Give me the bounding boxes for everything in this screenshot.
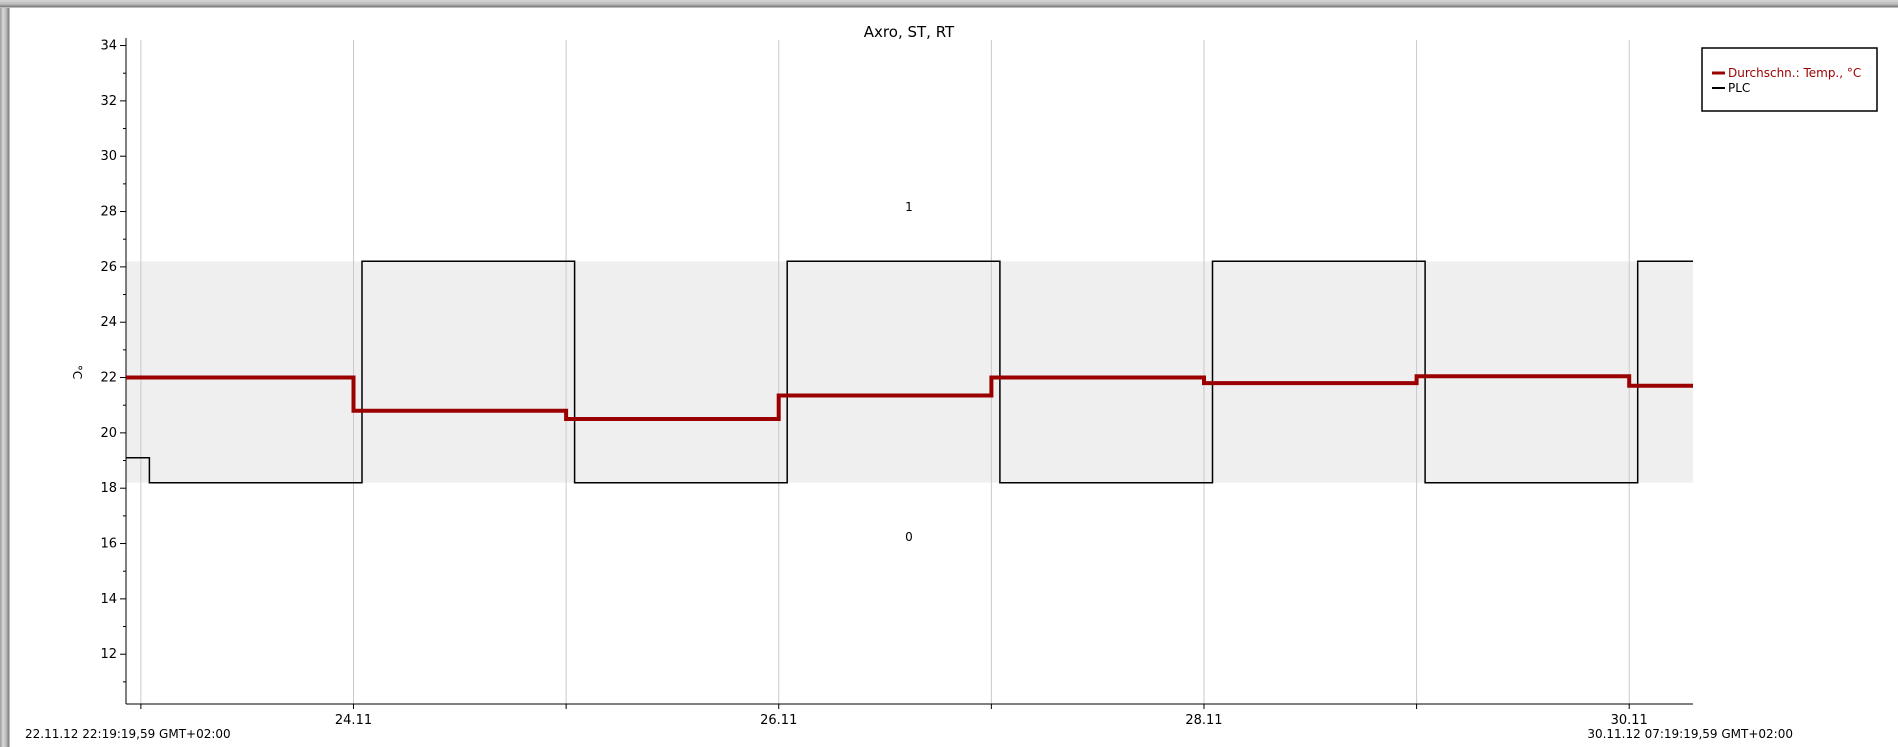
window-top-border (0, 0, 1898, 8)
x-tick-label: 26.11 (760, 713, 797, 728)
y-tick-label: 16 (100, 537, 117, 552)
legend-label-plc: PLC (1728, 81, 1750, 95)
y-tick-label: 18 (100, 481, 117, 496)
y-tick-label: 34 (100, 39, 117, 54)
x-start-timestamp: 22.11.12 22:19:19,59 GMT+02:00 (25, 727, 231, 741)
state-high-label: 1 (905, 200, 913, 214)
y-tick-label: 24 (100, 315, 117, 330)
x-tick-label: 30.11 (1611, 713, 1648, 728)
y-tick-label: 12 (100, 647, 117, 662)
series-line-plc (126, 260, 1693, 484)
y-tick-label: 32 (100, 94, 117, 109)
y-tick-label: 30 (100, 149, 117, 164)
legend: Durchschn.: Temp., °C PLC (1701, 47, 1878, 112)
x-tick-label: 28.11 (1185, 713, 1222, 728)
series-line-temperature (126, 374, 1693, 421)
legend-box (1701, 47, 1878, 112)
y-tick-label: 14 (100, 592, 117, 607)
x-end-timestamp: 30.11.12 07:19:19,59 GMT+02:00 (1587, 727, 1793, 741)
y-axis-label: °C (70, 365, 84, 379)
state-low-label: 0 (905, 530, 913, 544)
legend-label-temp: Durchschn.: Temp., °C (1728, 66, 1861, 80)
chart-title: Axro, ST, RT (864, 23, 955, 41)
y-tick-label: 22 (100, 371, 117, 386)
y-tick-label: 26 (100, 260, 117, 275)
window-left-border (0, 0, 10, 747)
state-band (126, 261, 1693, 483)
y-tick-label: 28 (100, 205, 117, 220)
x-tick-label: 24.11 (335, 713, 372, 728)
y-tick-label: 20 (100, 426, 117, 441)
